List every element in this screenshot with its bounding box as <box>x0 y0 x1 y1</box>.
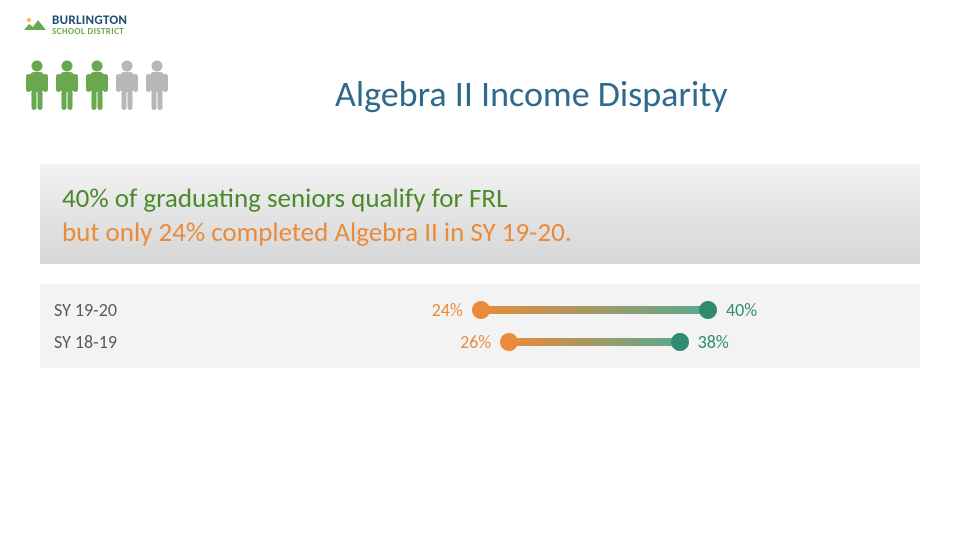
row-label: SY 18-19 <box>40 331 140 353</box>
callout-line-1: 40% of graduating seniors qualify for FR… <box>62 182 898 216</box>
people-icons <box>24 60 170 112</box>
logo: BURLINGTON SCHOOL DISTRICT <box>24 14 127 36</box>
connector-bar <box>509 338 679 346</box>
chart-row: SY 19-20 24% 40% <box>40 294 920 326</box>
logo-text: BURLINGTON SCHOOL DISTRICT <box>52 14 127 36</box>
high-value: 38% <box>698 331 729 353</box>
person-icon <box>144 60 170 112</box>
row-label: SY 19-20 <box>40 299 140 321</box>
low-value: 26% <box>460 331 491 353</box>
callout-line-2: but only 24% completed Algebra II in SY … <box>62 216 898 250</box>
person-icon <box>54 60 80 112</box>
high-dot <box>671 333 689 351</box>
low-dot <box>500 333 518 351</box>
logo-icon <box>24 16 46 34</box>
high-dot <box>699 301 717 319</box>
page-title: Algebra II Income Disparity <box>335 72 728 116</box>
logo-sub-text: SCHOOL DISTRICT <box>52 27 127 36</box>
callout-box: 40% of graduating seniors qualify for FR… <box>40 164 920 264</box>
connector-bar <box>481 306 708 314</box>
high-value: 40% <box>726 299 757 321</box>
row-track: 24% 40% <box>140 294 850 326</box>
person-icon <box>114 60 140 112</box>
low-dot <box>472 301 490 319</box>
row-track: 26% 38% <box>140 326 850 358</box>
person-icon <box>24 60 50 112</box>
chart-row: SY 18-19 26% 38% <box>40 326 920 358</box>
low-value: 24% <box>432 299 463 321</box>
dumbbell-chart: SY 19-20 24% 40% SY 18-19 26% 38% <box>40 284 920 368</box>
person-icon <box>84 60 110 112</box>
